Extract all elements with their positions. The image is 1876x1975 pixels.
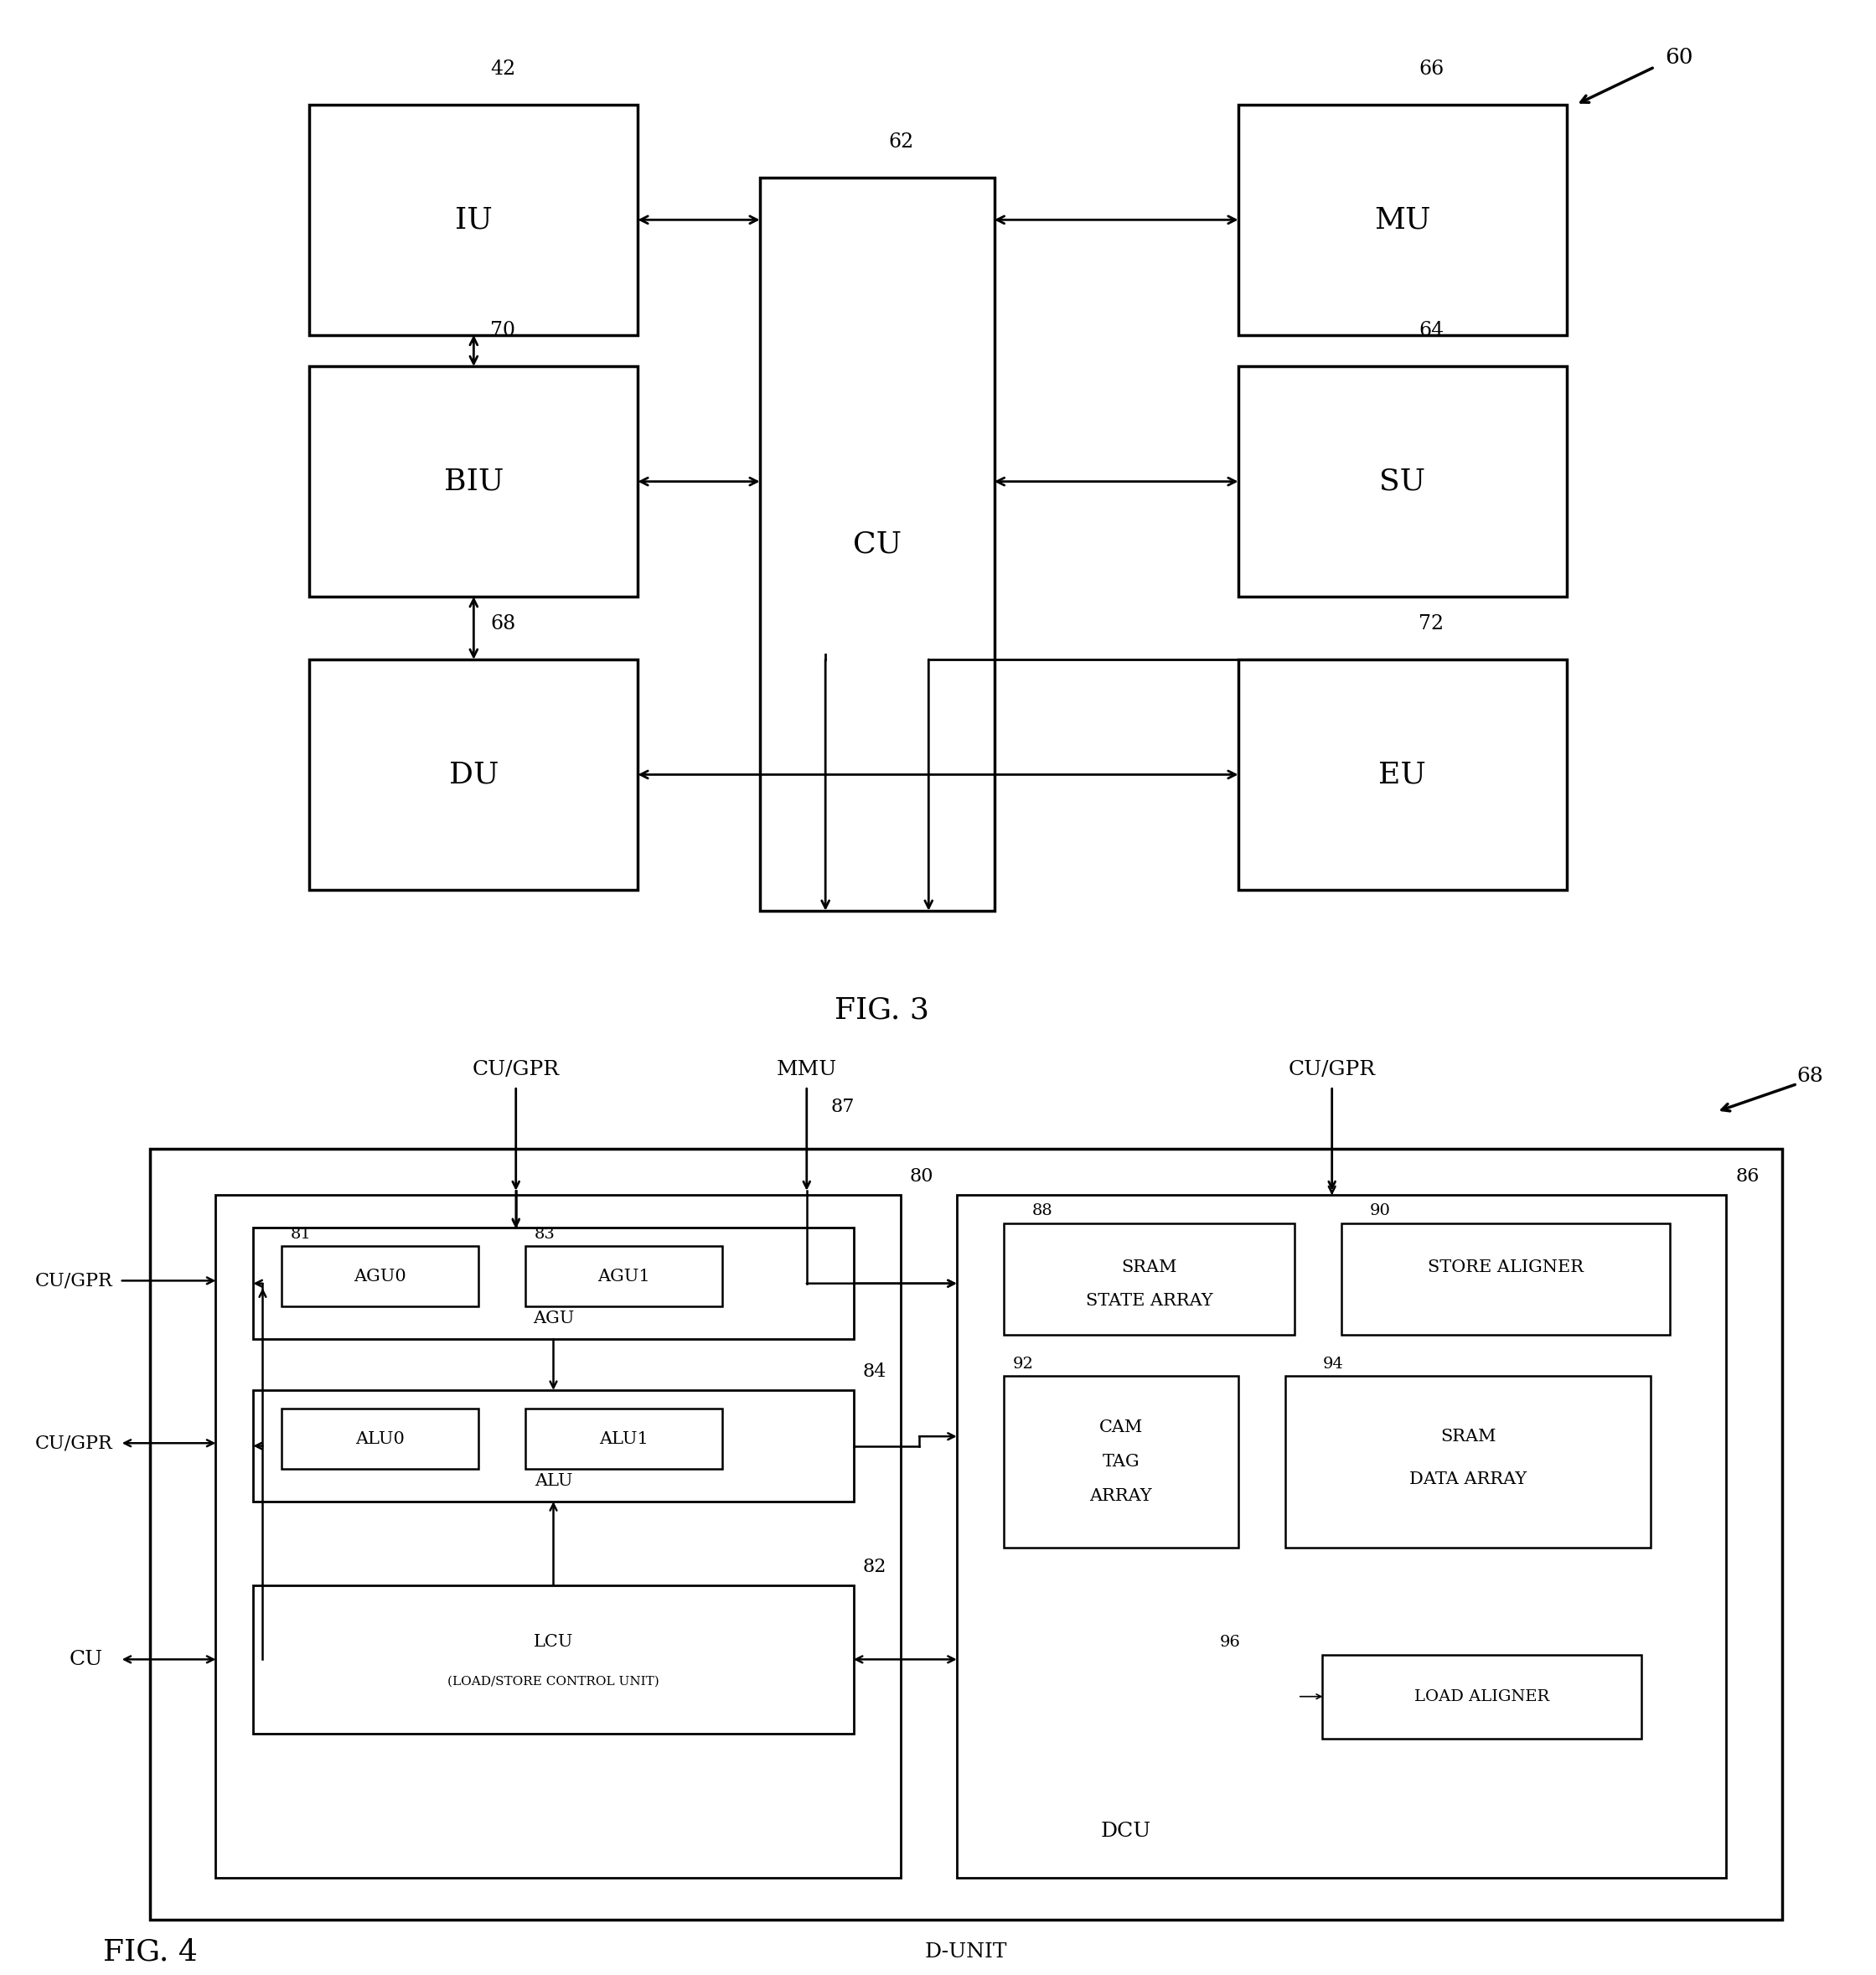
Text: AGU: AGU [533, 1311, 574, 1327]
Bar [1238, 660, 1566, 889]
Text: LCU: LCU [533, 1633, 574, 1649]
Text: 94: 94 [1323, 1357, 1343, 1371]
Text: SU: SU [1379, 468, 1426, 496]
Bar [281, 1408, 478, 1469]
Text: 62: 62 [889, 132, 914, 152]
Text: CU: CU [854, 529, 900, 559]
Text: 64: 64 [1418, 320, 1445, 340]
Text: 60: 60 [1666, 47, 1692, 67]
Text: 88: 88 [1032, 1203, 1052, 1219]
Text: FIG. 3: FIG. 3 [835, 995, 929, 1025]
Text: 70: 70 [490, 320, 516, 340]
Bar [216, 1195, 900, 1878]
Text: AGU1: AGU1 [597, 1268, 651, 1284]
Text: 90: 90 [1369, 1203, 1390, 1219]
Text: ALU: ALU [535, 1473, 572, 1489]
Text: CAM: CAM [1099, 1420, 1142, 1436]
Text: 86: 86 [1735, 1167, 1760, 1185]
Text: 84: 84 [863, 1363, 887, 1381]
Text: 42: 42 [490, 59, 516, 79]
Bar [1004, 1377, 1238, 1548]
Text: CU: CU [69, 1649, 103, 1669]
Text: LOAD ALIGNER: LOAD ALIGNER [1415, 1689, 1550, 1704]
Bar [1004, 1223, 1294, 1335]
Text: 83: 83 [535, 1226, 555, 1242]
Text: IU: IU [456, 205, 492, 235]
Text: ARRAY: ARRAY [1090, 1489, 1152, 1505]
Text: 68: 68 [1797, 1066, 1823, 1086]
Text: 82: 82 [863, 1558, 887, 1576]
Bar [1341, 1223, 1670, 1335]
Bar [253, 1586, 854, 1734]
Bar [150, 1149, 1782, 1920]
Bar [525, 1408, 722, 1469]
Text: 80: 80 [910, 1167, 934, 1185]
Text: MU: MU [1373, 205, 1431, 235]
Text: MMU: MMU [777, 1061, 837, 1080]
Text: 96: 96 [1219, 1635, 1240, 1651]
Text: EU: EU [1379, 760, 1426, 788]
Bar [957, 1195, 1726, 1878]
Bar [1323, 1655, 1642, 1738]
Bar [253, 1390, 854, 1501]
Bar [525, 1246, 722, 1307]
Text: 72: 72 [1418, 614, 1445, 634]
Text: 66: 66 [1418, 59, 1445, 79]
Text: DU: DU [448, 760, 499, 788]
Text: CU/GPR: CU/GPR [473, 1061, 559, 1080]
Text: 87: 87 [831, 1098, 855, 1116]
Bar [1285, 1377, 1651, 1548]
Text: D-UNIT: D-UNIT [925, 1941, 1007, 1961]
Text: DATA ARRAY: DATA ARRAY [1409, 1471, 1527, 1487]
Bar [310, 367, 638, 596]
Text: DCU: DCU [1101, 1821, 1150, 1841]
Text: SRAM: SRAM [1122, 1260, 1176, 1276]
Text: AGU0: AGU0 [353, 1268, 407, 1284]
Text: 92: 92 [1013, 1357, 1034, 1371]
Text: ALU0: ALU0 [355, 1432, 405, 1448]
Text: TAG: TAG [1103, 1454, 1139, 1469]
Text: STATE ARRAY: STATE ARRAY [1086, 1294, 1212, 1309]
Bar [281, 1246, 478, 1307]
Text: FIG. 4: FIG. 4 [103, 1937, 197, 1965]
Text: CU/GPR: CU/GPR [1289, 1061, 1375, 1080]
Text: SRAM: SRAM [1441, 1428, 1495, 1444]
Bar [310, 660, 638, 889]
Text: 68: 68 [490, 614, 516, 634]
Text: ALU1: ALU1 [598, 1432, 649, 1448]
Bar [310, 105, 638, 336]
Bar [1238, 367, 1566, 596]
Text: CU/GPR: CU/GPR [36, 1272, 113, 1290]
Text: 81: 81 [291, 1226, 311, 1242]
Text: CU/GPR: CU/GPR [36, 1434, 113, 1452]
Text: STORE ALIGNER: STORE ALIGNER [1428, 1260, 1583, 1276]
Bar [1238, 105, 1566, 336]
Bar [253, 1228, 854, 1339]
Text: BIU: BIU [445, 468, 503, 496]
Text: (LOAD/STORE CONTROL UNIT): (LOAD/STORE CONTROL UNIT) [448, 1677, 658, 1687]
Bar [760, 178, 994, 910]
